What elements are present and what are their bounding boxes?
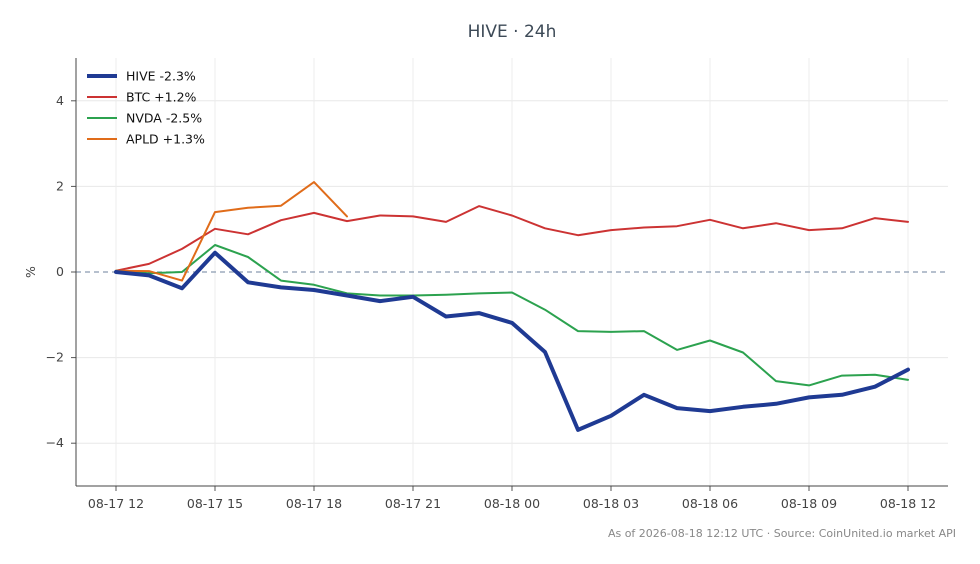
x-tick-label: 08-17 21 (385, 496, 441, 511)
y-axis-label: % (23, 266, 38, 278)
series-lines (114, 181, 910, 432)
legend-label: NVDA -2.5% (126, 111, 202, 126)
footer-source: As of 2026-08-18 12:12 UTC · Source: Coi… (608, 527, 956, 540)
series-line-1 (115, 205, 909, 272)
y-tick-label: 4 (56, 93, 64, 108)
x-tick-label: 08-17 12 (88, 496, 144, 511)
x-tick-label: 08-17 15 (187, 496, 243, 511)
x-tick-label: 08-18 12 (880, 496, 936, 511)
legend-label: APLD +1.3% (126, 132, 205, 147)
x-tick-label: 08-18 06 (682, 496, 738, 511)
legend-label: BTC +1.2% (126, 90, 197, 105)
grid-lines (76, 58, 948, 486)
x-tick-label: 08-17 18 (286, 496, 342, 511)
axes (71, 58, 948, 491)
chart-title: HIVE · 24h (468, 22, 557, 42)
legend: HIVE -2.3% BTC +1.2% NVDA -2.5% APLD +1.3% (87, 69, 205, 147)
series-line-3 (115, 181, 348, 282)
series-line-2 (115, 244, 909, 387)
x-tick-label: 08-18 09 (781, 496, 837, 511)
y-tick-label: −4 (46, 435, 64, 450)
x-tick-label: 08-18 03 (583, 496, 639, 511)
series-line-0 (114, 250, 910, 432)
legend-label: HIVE -2.3% (126, 69, 196, 84)
y-tick-label: 0 (56, 264, 64, 279)
y-tick-label: −2 (46, 350, 64, 365)
y-tick-label: 2 (56, 178, 64, 193)
tick-labels: 4 2 0 −2 −4 08-17 12 08-17 15 08-17 18 08-17 21 0… (46, 93, 937, 511)
x-tick-label: 08-18 00 (484, 496, 540, 511)
